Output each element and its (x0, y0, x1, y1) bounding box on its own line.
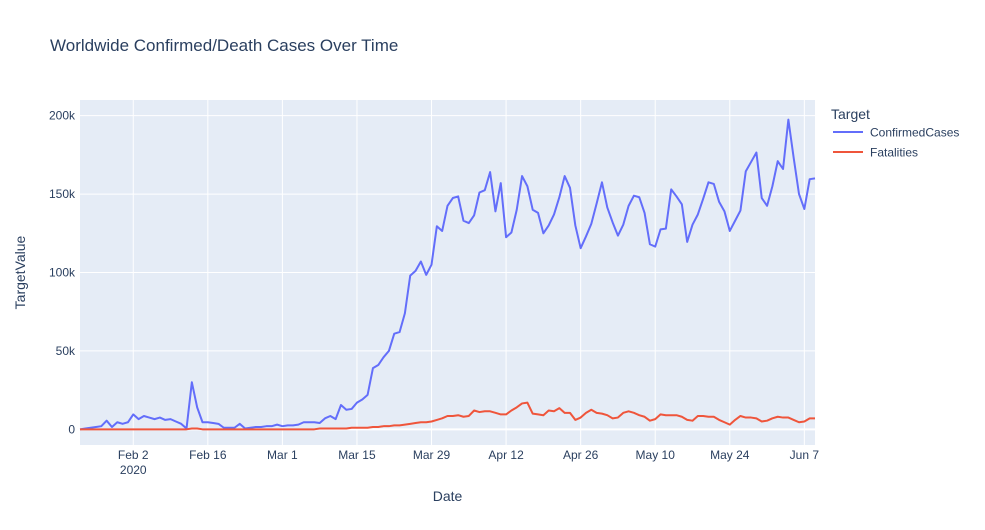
y-tick-label: 200k (49, 109, 76, 123)
x-tick-label: Apr 26 (563, 448, 599, 462)
series-line-confirmedcases (79, 118, 816, 431)
legend-item-confirmedcases[interactable]: ConfirmedCases (833, 126, 959, 140)
y-tick-label: 100k (49, 266, 76, 280)
x-tick-label: May 10 (636, 448, 676, 462)
x-tick-label: Feb 2 (118, 448, 149, 462)
x-tick-sublabel: 2020 (120, 463, 147, 477)
series-line-fatalities (80, 401, 815, 431)
x-tick-label: Feb 16 (189, 448, 227, 462)
legend-label-fatalities: Fatalities (870, 146, 918, 160)
y-axis-ticks: 0 50k 100k 150k 200k (49, 109, 76, 437)
x-tick-label: Jun 7 (790, 448, 820, 462)
x-tick-label: Mar 1 (267, 448, 298, 462)
y-tick-label: 0 (68, 422, 75, 436)
y-axis-title: TargetValue (12, 235, 28, 309)
y-tick-label: 50k (56, 344, 76, 358)
series-lines (79, 118, 816, 431)
y-tick-label: 150k (49, 187, 76, 201)
x-tick-label: Mar 15 (338, 448, 376, 462)
x-axis-title: Date (433, 488, 463, 504)
legend-item-fatalities[interactable]: Fatalities (833, 146, 918, 160)
legend: Target ConfirmedCases Fatalities (831, 106, 959, 160)
x-tick-label: May 24 (710, 448, 750, 462)
x-tick-label: Mar 29 (413, 448, 451, 462)
legend-title: Target (831, 106, 870, 122)
chart-title: Worldwide Confirmed/Death Cases Over Tim… (50, 36, 398, 55)
x-tick-label: Apr 12 (488, 448, 524, 462)
legend-label-confirmedcases: ConfirmedCases (870, 126, 959, 140)
